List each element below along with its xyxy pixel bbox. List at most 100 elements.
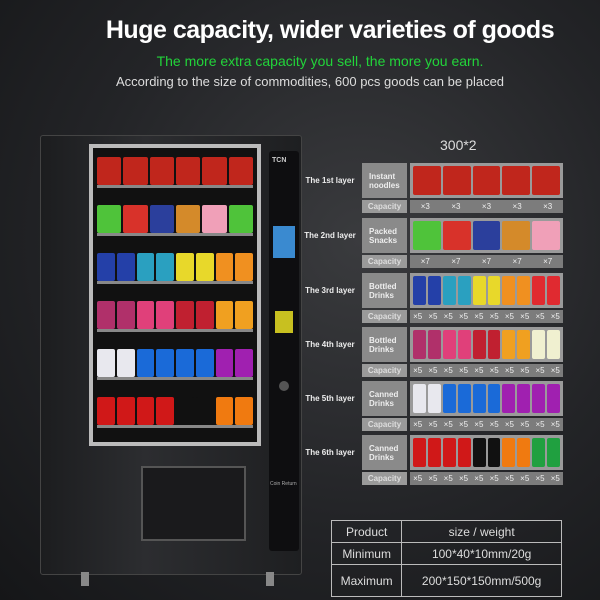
capacity-value: ×5 <box>520 366 530 375</box>
table-cell: 100*40*10mm/20g <box>401 542 562 565</box>
subtitle: The more extra capacity you sell, the mo… <box>156 53 484 69</box>
shelf-product <box>97 301 115 329</box>
shelf-product <box>116 301 135 329</box>
capacity-value: ×5 <box>474 474 484 483</box>
product-image <box>487 384 501 413</box>
capacity-value: ×5 <box>489 420 499 429</box>
product-image <box>502 384 516 413</box>
product-image <box>413 384 426 413</box>
capacity-value: ×7 <box>451 257 461 266</box>
pickup-drawer[interactable] <box>141 466 246 541</box>
product-image <box>487 330 501 359</box>
product-image <box>502 438 516 467</box>
shelf-product <box>235 253 253 281</box>
shelf-product <box>235 397 253 425</box>
page-title: Huge capacity, wider varieties of goods <box>105 16 555 44</box>
coin-return-label: Coin Return <box>270 481 297 487</box>
machine-shelf <box>97 200 253 236</box>
product-image <box>413 166 441 195</box>
capacity-value: ×7 <box>420 257 430 266</box>
layer-products <box>410 273 563 308</box>
layer-category: Instant noodles <box>362 163 407 198</box>
shelf-product <box>215 349 234 377</box>
touch-screen[interactable] <box>273 226 295 258</box>
product-image <box>547 330 561 359</box>
product-image <box>442 166 471 195</box>
shelf-product <box>136 253 155 281</box>
product-image <box>427 384 441 413</box>
total-capacity: 300*2 <box>440 137 477 153</box>
layer-products <box>410 218 563 253</box>
shelf-product <box>235 301 253 329</box>
capacity-value: ×7 <box>512 257 522 266</box>
capacity-value: ×5 <box>520 312 530 321</box>
product-image <box>487 438 501 467</box>
capacity-value: ×5 <box>550 474 560 483</box>
capacity-value: ×5 <box>443 420 453 429</box>
shelf-product <box>116 253 135 281</box>
capacity-value: ×5 <box>504 474 514 483</box>
shelf-product <box>123 157 148 185</box>
bill-acceptor[interactable] <box>275 311 293 333</box>
shelf-product <box>215 301 234 329</box>
size-weight-table: Product size / weight Minimum 100*40*10mm/… <box>330 520 562 597</box>
product-image <box>442 438 456 467</box>
capacity-value: ×5 <box>535 312 545 321</box>
product-image <box>532 384 546 413</box>
shelf-product <box>149 157 174 185</box>
machine-foot <box>81 572 89 586</box>
product-image <box>517 438 531 467</box>
machine-shelf <box>97 248 253 284</box>
capacity-value: ×5 <box>413 366 423 375</box>
product-image <box>413 438 426 467</box>
product-image <box>427 330 441 359</box>
product-image <box>547 438 561 467</box>
capacity-value: ×5 <box>413 420 423 429</box>
capacity-value: ×5 <box>550 420 560 429</box>
product-image <box>457 330 471 359</box>
shelf-product <box>97 253 115 281</box>
brand-logo: TCN <box>272 157 287 164</box>
product-image <box>547 276 561 305</box>
capacity-value: ×5 <box>504 312 514 321</box>
product-image <box>442 221 471 250</box>
capacity-value: ×3 <box>543 202 553 211</box>
product-image <box>487 276 501 305</box>
shelf-product <box>175 157 201 185</box>
capacity-value: ×5 <box>535 420 545 429</box>
layer-products <box>410 327 563 362</box>
layer-label: The 1st layer <box>305 176 355 185</box>
capacity-value: ×5 <box>458 312 469 321</box>
shelf-product <box>176 253 194 281</box>
capacity-value: ×5 <box>504 366 514 375</box>
product-image <box>413 276 426 305</box>
product-image <box>413 330 426 359</box>
table-header-row: Product size / weight <box>330 520 562 543</box>
shelf-product <box>195 349 214 377</box>
capacity-value: ×5 <box>474 366 484 375</box>
product-image <box>502 221 531 250</box>
product-image <box>532 166 560 195</box>
product-image <box>472 221 501 250</box>
machine-glass-window <box>89 144 261 446</box>
coin-slot[interactable] <box>279 381 289 391</box>
machine-foot <box>266 572 274 586</box>
shelf-product <box>195 253 214 281</box>
header-cell: Product <box>330 520 403 543</box>
shelf-product <box>195 397 214 425</box>
shelf-product <box>176 301 194 329</box>
shelf-product <box>136 301 155 329</box>
capacity-label: Capacity <box>362 472 407 485</box>
product-image <box>532 330 546 359</box>
product-image <box>517 384 531 413</box>
layer-products <box>410 381 563 416</box>
shelf-product <box>156 301 174 329</box>
product-image <box>427 276 441 305</box>
shelf-product <box>136 349 155 377</box>
shelf-product <box>97 397 115 425</box>
machine-shelf <box>97 392 253 428</box>
layer-products <box>410 435 563 470</box>
capacity-value: ×3 <box>481 202 492 211</box>
capacity-value: ×3 <box>512 202 522 211</box>
product-image <box>427 438 441 467</box>
